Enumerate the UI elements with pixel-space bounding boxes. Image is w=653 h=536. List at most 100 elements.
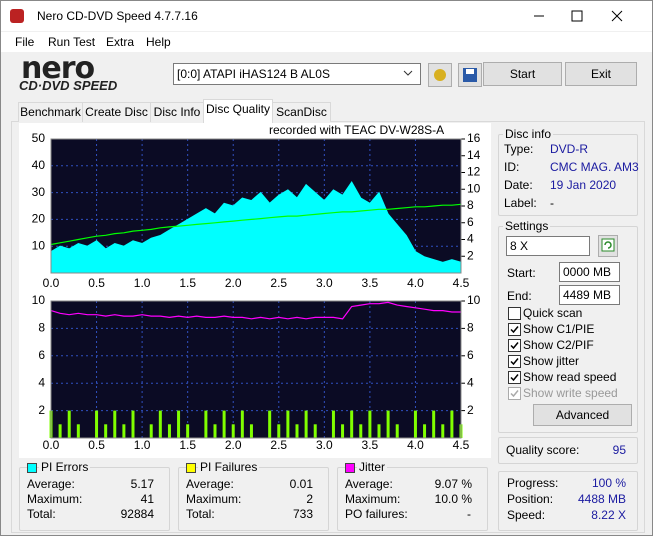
x-tick-label: 2.0 <box>225 276 242 290</box>
menu-item[interactable]: Extra <box>106 35 135 49</box>
refresh-button[interactable] <box>598 235 618 257</box>
stats-value: 0.01 <box>289 477 313 491</box>
menu-item[interactable]: Help <box>146 35 171 49</box>
series-line <box>50 203 462 246</box>
stats-value: 733 <box>292 507 313 521</box>
x-tick-label: 4.0 <box>407 276 424 290</box>
tab[interactable]: Disc Quality <box>203 99 273 123</box>
group-box <box>498 134 638 216</box>
x-tick-label: 3.5 <box>362 276 379 290</box>
group-box <box>498 437 638 464</box>
y2-tick-label: 4 <box>467 232 474 246</box>
y2-tick-label: 4 <box>467 375 474 389</box>
stats-label: Maximum: <box>345 492 401 506</box>
tab[interactable]: Disc Info <box>150 102 204 122</box>
pi-failure-bar <box>231 424 235 438</box>
window-controls[interactable] <box>521 1 652 31</box>
pi-failure-bar <box>450 410 454 438</box>
pi-failure-bar <box>413 410 417 438</box>
y2-tick-label: 10 <box>467 181 481 195</box>
pi-failure-bar <box>167 424 171 438</box>
y-tick-label: 50 <box>32 131 46 145</box>
info-label: ID: <box>504 160 520 174</box>
checkbox-label: Show jitter <box>523 354 580 368</box>
tab[interactable]: Benchmark <box>18 102 83 122</box>
x-tick-label: 3.0 <box>316 276 333 290</box>
chart-area: recorded with TEAC DV-W28S-A 0.0 0.5 1.0 1.5… <box>19 123 491 458</box>
menu-item[interactable]: File <box>15 35 35 49</box>
stats-box <box>337 467 488 531</box>
window-title: Nero CD-DVD Speed 4.7.7.16 <box>37 9 198 23</box>
y-tick-label: 10 <box>32 238 46 252</box>
y2-tick-label: 8 <box>467 321 474 335</box>
info-label: Date: <box>504 178 533 192</box>
x-tick-label: 1.5 <box>179 438 196 452</box>
pi-failure-bar <box>295 424 299 438</box>
info-label: Label: <box>504 196 537 210</box>
pi-failure-bar <box>386 410 390 438</box>
stats-value: 10.0 % <box>434 492 472 506</box>
progress-value: 4488 MB <box>577 492 626 506</box>
checkbox[interactable] <box>508 355 521 368</box>
checkbox[interactable] <box>508 339 521 352</box>
plot-background <box>51 301 461 438</box>
checkbox[interactable] <box>508 323 521 336</box>
x-tick-label: 3.0 <box>316 438 333 452</box>
stats-title: PI Errors <box>39 460 91 474</box>
y-tick-label: 2 <box>38 403 45 417</box>
pi-failure-bar <box>131 410 135 438</box>
exit-button[interactable]: Exit <box>565 62 637 86</box>
y-tick-label: 30 <box>32 185 46 199</box>
pi-failure-bar <box>423 424 427 438</box>
progress-value: 100 % <box>591 476 626 490</box>
tab[interactable]: Create Disc <box>82 102 151 122</box>
pi-failure-bar <box>377 424 381 438</box>
stats-value: 2 <box>306 492 313 506</box>
y2-tick-label: 12 <box>467 165 481 179</box>
y-tick-label: 6 <box>38 348 45 362</box>
start-label: Start: <box>507 266 536 280</box>
drive-select[interactable]: [0:0] ATAPI iHAS124 B AL0S <box>173 63 421 85</box>
checkbox[interactable] <box>508 307 521 320</box>
info-value: - <box>550 196 554 210</box>
start-button[interactable]: Start <box>483 62 562 86</box>
pi-failure-bar <box>395 424 399 438</box>
start-input[interactable]: 0000 MB <box>559 262 620 282</box>
stats-value: 5.17 <box>130 477 154 491</box>
pi-failure-bar <box>350 410 354 438</box>
pi-failure-bar <box>186 424 190 438</box>
stats-label: Average: <box>27 477 75 491</box>
logo-brand: nero <box>21 51 95 86</box>
x-tick-label: 0.5 <box>88 276 105 290</box>
y-tick-label: 20 <box>32 212 46 226</box>
speed-select[interactable]: 8 X <box>506 236 590 256</box>
end-input[interactable]: 4489 MB <box>559 285 620 305</box>
tab[interactable]: ScanDisc <box>272 102 331 122</box>
y-tick-label: 8 <box>38 321 45 335</box>
y2-tick-label: 14 <box>467 148 481 162</box>
dropdown-arrow <box>403 70 413 76</box>
menu-item[interactable]: Run Test <box>48 35 96 49</box>
y2-tick-label: 2 <box>467 403 474 417</box>
y2-tick-label: 6 <box>467 215 474 229</box>
x-tick-label: 2.5 <box>270 438 287 452</box>
stats-label: PO failures: <box>345 507 408 521</box>
pi-failure-bar <box>158 410 162 438</box>
x-tick-label: 0.5 <box>88 438 105 452</box>
checkbox-label: Quick scan <box>523 306 583 320</box>
save-button[interactable] <box>458 63 482 87</box>
y2-tick-label: 10 <box>467 293 481 307</box>
y2-tick-label: 16 <box>467 131 481 145</box>
checkbox[interactable] <box>508 371 521 384</box>
quality-label: Quality score: <box>506 443 580 457</box>
pi-failure-bar <box>249 424 253 438</box>
pi-failure-bar <box>432 410 436 438</box>
info-value: 19 Jan 2020 <box>550 178 617 192</box>
checkbox-label: Show write speed <box>523 386 618 400</box>
eject-button[interactable] <box>428 63 452 87</box>
pi-failure-bar <box>222 410 226 438</box>
y2-tick-label: 6 <box>467 348 474 362</box>
advanced-button[interactable]: Advanced <box>533 404 632 426</box>
x-tick-label: 3.5 <box>362 438 379 452</box>
x-tick-label: 4.5 <box>453 438 470 452</box>
